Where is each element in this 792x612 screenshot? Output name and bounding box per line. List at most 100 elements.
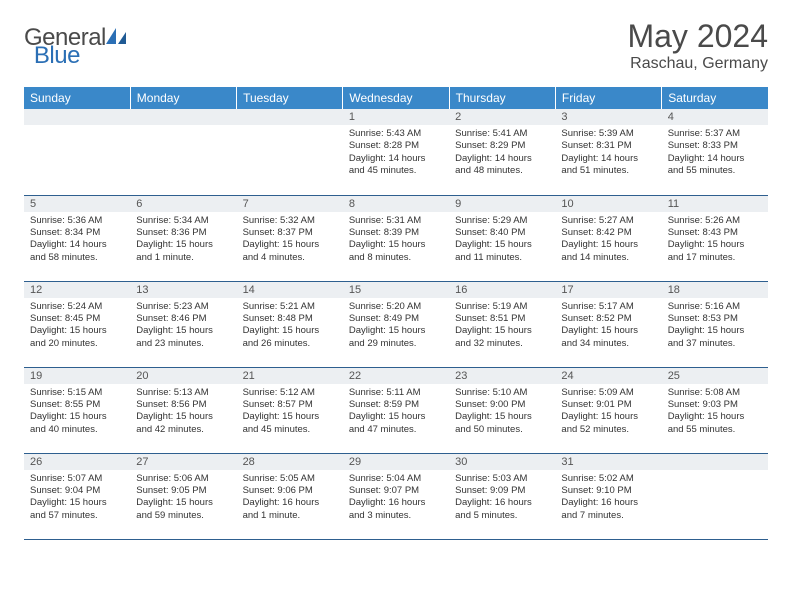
calendar-day-cell: 21Sunrise: 5:12 AMSunset: 8:57 PMDayligh… — [237, 367, 343, 453]
calendar-day-cell: 4Sunrise: 5:37 AMSunset: 8:33 PMDaylight… — [662, 109, 768, 195]
sunset-line: Sunset: 8:48 PM — [243, 313, 337, 325]
calendar-day-cell — [237, 109, 343, 195]
daylight-line: Daylight: 15 hours — [455, 239, 549, 251]
calendar-body: 1Sunrise: 5:43 AMSunset: 8:28 PMDaylight… — [24, 109, 768, 539]
weekday-header: Saturday — [662, 87, 768, 109]
daylight-line: Daylight: 15 hours — [561, 239, 655, 251]
day-number: 16 — [449, 282, 555, 298]
daylight-line: and 45 minutes. — [243, 424, 337, 436]
weekday-row: SundayMondayTuesdayWednesdayThursdayFrid… — [24, 87, 768, 109]
day-content: Sunrise: 5:17 AMSunset: 8:52 PMDaylight:… — [555, 298, 661, 354]
calendar-week-row: 5Sunrise: 5:36 AMSunset: 8:34 PMDaylight… — [24, 195, 768, 281]
sunset-line: Sunset: 8:52 PM — [561, 313, 655, 325]
daylight-line: and 58 minutes. — [30, 252, 124, 264]
sunset-line: Sunset: 9:05 PM — [136, 485, 230, 497]
daylight-line: Daylight: 16 hours — [349, 497, 443, 509]
weekday-header: Sunday — [24, 87, 130, 109]
day-content: Sunrise: 5:21 AMSunset: 8:48 PMDaylight:… — [237, 298, 343, 354]
daylight-line: Daylight: 15 hours — [136, 325, 230, 337]
calendar-page: General Blue May 2024 Raschau, Germany S… — [0, 0, 792, 558]
daylight-line: and 5 minutes. — [455, 510, 549, 522]
day-number: 14 — [237, 282, 343, 298]
calendar-week-row: 19Sunrise: 5:15 AMSunset: 8:55 PMDayligh… — [24, 367, 768, 453]
daylight-line: and 1 minute. — [243, 510, 337, 522]
daylight-line: Daylight: 14 hours — [561, 153, 655, 165]
day-content: Sunrise: 5:19 AMSunset: 8:51 PMDaylight:… — [449, 298, 555, 354]
day-content: Sunrise: 5:26 AMSunset: 8:43 PMDaylight:… — [662, 212, 768, 268]
day-number: 29 — [343, 454, 449, 470]
sunrise-line: Sunrise: 5:36 AM — [30, 215, 124, 227]
sunrise-line: Sunrise: 5:17 AM — [561, 301, 655, 313]
day-number: 1 — [343, 109, 449, 125]
day-number: 6 — [130, 196, 236, 212]
sail-icon — [106, 26, 128, 51]
calendar-day-cell: 14Sunrise: 5:21 AMSunset: 8:48 PMDayligh… — [237, 281, 343, 367]
day-number: 27 — [130, 454, 236, 470]
calendar-week-row: 12 Sunrise: 5:24 AMSunset: 8:45 PM Dayligh… — [24, 281, 768, 367]
day-number: 15 — [343, 282, 449, 298]
sunrise-line: Sunrise: 5:16 AM — [668, 301, 762, 313]
sunset-line: Sunset: 9:00 PM — [455, 399, 549, 411]
day-number: 7 — [237, 196, 343, 212]
sunset-line: Sunset: 8:34 PM — [30, 227, 124, 239]
calendar-day-cell: 30Sunrise: 5:03 AMSunset: 9:09 PMDayligh… — [449, 453, 555, 539]
sunrise-line: Sunrise: 5:20 AM — [349, 301, 443, 313]
sunrise-line: Sunrise: 5:13 AM — [136, 387, 230, 399]
day-content: Sunrise: 5:13 AMSunset: 8:56 PMDaylight:… — [130, 384, 236, 440]
day-number: 25 — [662, 368, 768, 384]
day-content: Sunrise: 5:39 AMSunset: 8:31 PMDaylight:… — [555, 125, 661, 181]
day-content: Sunrise: 5:31 AMSunset: 8:39 PMDaylight:… — [343, 212, 449, 268]
sunset-line: Sunset: 8:59 PM — [349, 399, 443, 411]
title-block: May 2024 Raschau, Germany — [627, 18, 768, 73]
day-content: Sunrise: 5:15 AMSunset: 8:55 PMDaylight:… — [24, 384, 130, 440]
daylight-line: Daylight: 16 hours — [455, 497, 549, 509]
daylight-line: Daylight: 15 hours — [455, 411, 549, 423]
daylight-line: and 42 minutes. — [136, 424, 230, 436]
sunrise-line: Sunrise: 5:12 AM — [243, 387, 337, 399]
day-content: Sunrise: 5:41 AMSunset: 8:29 PMDaylight:… — [449, 125, 555, 181]
day-content: Sunrise: 5:03 AMSunset: 9:09 PMDaylight:… — [449, 470, 555, 526]
calendar-day-cell: 20Sunrise: 5:13 AMSunset: 8:56 PMDayligh… — [130, 367, 236, 453]
sunset-line: Sunset: 8:45 PM — [30, 313, 124, 325]
day-number: 13 — [130, 282, 236, 298]
calendar-day-cell: 19Sunrise: 5:15 AMSunset: 8:55 PMDayligh… — [24, 367, 130, 453]
calendar-day-cell — [130, 109, 236, 195]
calendar-day-cell: 27Sunrise: 5:06 AMSunset: 9:05 PMDayligh… — [130, 453, 236, 539]
daylight-line: Daylight: 15 hours — [243, 239, 337, 251]
day-number: 12 — [24, 282, 130, 298]
day-number: 9 — [449, 196, 555, 212]
calendar-day-cell — [24, 109, 130, 195]
day-number: 10 — [555, 196, 661, 212]
sunset-line: Sunset: 8:37 PM — [243, 227, 337, 239]
calendar-day-cell: 9Sunrise: 5:29 AMSunset: 8:40 PMDaylight… — [449, 195, 555, 281]
sunrise-line: Sunrise: 5:04 AM — [349, 473, 443, 485]
sunrise-line: Sunrise: 5:11 AM — [349, 387, 443, 399]
calendar-day-cell: 18Sunrise: 5:16 AMSunset: 8:53 PMDayligh… — [662, 281, 768, 367]
daylight-line: Daylight: 15 hours — [561, 411, 655, 423]
daylight-line: Daylight: 16 hours — [243, 497, 337, 509]
sunrise-line: Sunrise: 5:34 AM — [136, 215, 230, 227]
day-content: Sunrise: 5:10 AMSunset: 9:00 PMDaylight:… — [449, 384, 555, 440]
day-number: 23 — [449, 368, 555, 384]
daylight-line: Daylight: 15 hours — [349, 239, 443, 251]
calendar-day-cell: 31Sunrise: 5:02 AMSunset: 9:10 PMDayligh… — [555, 453, 661, 539]
day-content: Sunrise: 5:23 AMSunset: 8:46 PMDaylight:… — [130, 298, 236, 354]
daylight-line: Daylight: 15 hours — [668, 325, 762, 337]
sunset-line: Sunset: 8:56 PM — [136, 399, 230, 411]
sunrise-line: Sunrise: 5:24 AM — [30, 301, 124, 313]
weekday-header: Tuesday — [237, 87, 343, 109]
sunset-line: Sunset: 8:39 PM — [349, 227, 443, 239]
calendar-day-cell: 23Sunrise: 5:10 AMSunset: 9:00 PMDayligh… — [449, 367, 555, 453]
daylight-line: and 11 minutes. — [455, 252, 549, 264]
weekday-header: Thursday — [449, 87, 555, 109]
daylight-line: and 29 minutes. — [349, 338, 443, 350]
daylight-line: and 57 minutes. — [30, 510, 124, 522]
daylight-line: Daylight: 15 hours — [349, 325, 443, 337]
daylight-line: Daylight: 15 hours — [668, 239, 762, 251]
sunrise-line: Sunrise: 5:07 AM — [30, 473, 124, 485]
sunset-line: Sunset: 8:43 PM — [668, 227, 762, 239]
calendar-day-cell: 11Sunrise: 5:26 AMSunset: 8:43 PMDayligh… — [662, 195, 768, 281]
sunrise-line: Sunrise: 5:27 AM — [561, 215, 655, 227]
calendar-head: SundayMondayTuesdayWednesdayThursdayFrid… — [24, 87, 768, 109]
calendar-day-cell: 3Sunrise: 5:39 AMSunset: 8:31 PMDaylight… — [555, 109, 661, 195]
